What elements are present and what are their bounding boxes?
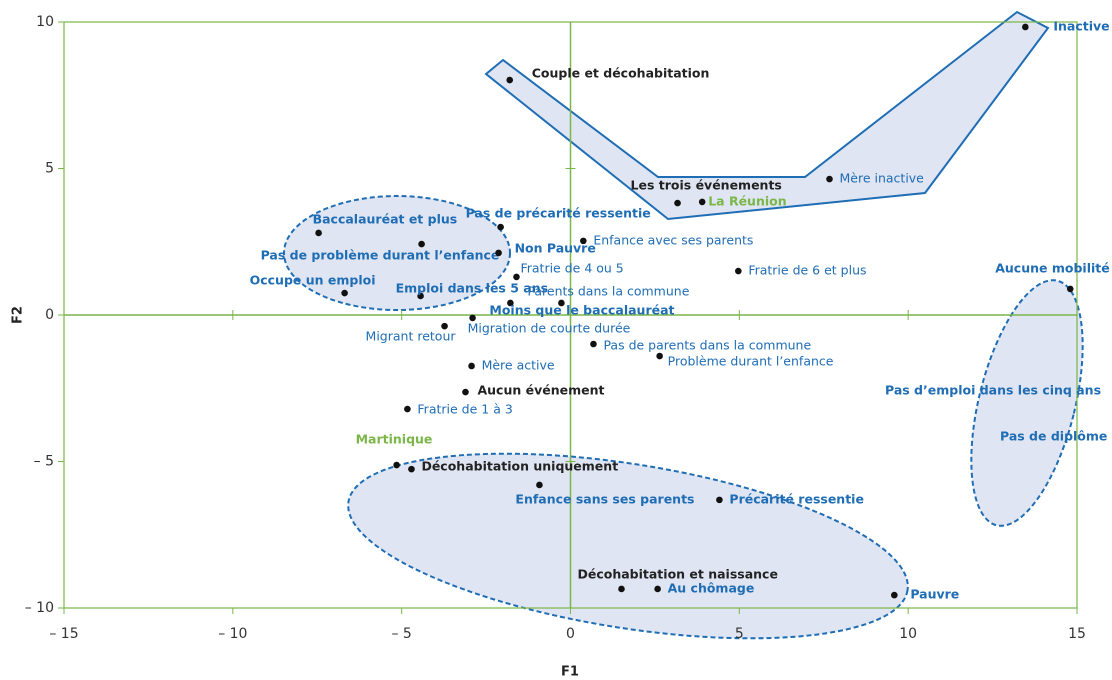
point-label: Fratrie de 1 à 3 [417,402,512,417]
point [716,496,723,504]
point [674,199,681,207]
point [462,388,469,396]
point [341,289,348,297]
point [1022,23,1029,31]
point-label: Non Pauvre [515,240,596,255]
point [590,340,597,348]
y-tick-label: 0 [45,307,54,323]
point-label: Parents dans la commune [527,283,689,298]
point-label: Migrant retour [366,329,457,344]
point-label: Migration de courte durée [468,320,631,335]
point-label: Décohabitation uniquement [421,459,618,474]
point [654,585,661,593]
point [408,465,415,473]
point [618,585,625,593]
point-label: Moins que le baccalauréat [489,302,674,317]
point-label: Au chômage [668,580,755,595]
point-label: Problème durant l’enfance [668,354,834,369]
point-label: Pas de parents dans la commune [603,338,811,353]
point [393,461,400,469]
point [826,175,833,183]
point [536,481,543,489]
point [558,299,565,307]
x-tick-label: 0 [566,626,575,642]
point [735,267,742,275]
x-tick-label: – 5 [391,626,411,642]
point [656,352,663,360]
point-label: Inactive [1053,18,1109,33]
point-label: Précarité ressentie [729,491,864,506]
x-tick-label: 5 [735,626,744,642]
point [507,299,514,307]
annotation: Pas d’emploi dans les cinq ans [885,383,1101,398]
point-label: Emploi dans les 5 ans [396,280,548,295]
point [441,322,448,330]
group-ellipse [283,195,511,311]
x-tick-label: 15 [1068,626,1086,642]
x-axis-title: F1 [561,665,579,680]
point-label: Couple et décohabitation [532,66,710,81]
point-label: Pas de problème durant l’enfance [261,248,500,263]
point [418,240,425,248]
point-label: Mère active [482,357,555,372]
group-outline [484,10,1050,221]
point-label: Aucun événement [477,383,604,398]
point [698,198,706,206]
point-label: Enfance sans ses parents [515,491,694,506]
annotation: Pas de diplôme [1000,429,1107,444]
x-tick-label: 10 [899,626,917,642]
point-label: Fratrie de 6 et plus [748,263,866,278]
group-ellipse [970,279,1084,527]
point-label: La Réunion [708,193,786,208]
point-label: Fratrie de 4 ou 5 [520,260,623,275]
point [513,273,520,281]
point [495,249,502,257]
point [404,405,411,413]
point [891,591,898,599]
point [1066,285,1074,293]
point [580,237,587,245]
point-label: Enfance avec ses parents [593,232,753,247]
point-label: Pauvre [910,587,959,602]
point-label: Martinique [356,432,433,447]
point [506,76,514,84]
point-label: Mère inactive [839,171,924,186]
groupings [283,10,1084,640]
point [468,362,475,370]
y-tick-label: – 10 [25,600,54,616]
y-tick-label: 5 [45,161,54,177]
y-tick-label: 10 [36,14,54,30]
point-label: Occupe un emploi [250,273,376,288]
point-label: Baccalauréat et plus [313,211,458,226]
point [497,223,504,231]
point [469,314,476,322]
group-ellipse [347,452,909,640]
y-axis-title: F2 [11,306,26,324]
y-tick-label: – 5 [34,454,54,470]
x-tick-label: – 15 [49,626,78,642]
point [417,292,424,300]
point-label: Décohabitation et naissance [577,566,777,581]
point [315,229,322,237]
x-tick-label: – 10 [218,626,247,642]
point-label: Aucune mobilité [995,260,1109,275]
point-label: Les trois événements [631,178,782,193]
point-label: Pas de précarité ressentie [466,206,651,221]
